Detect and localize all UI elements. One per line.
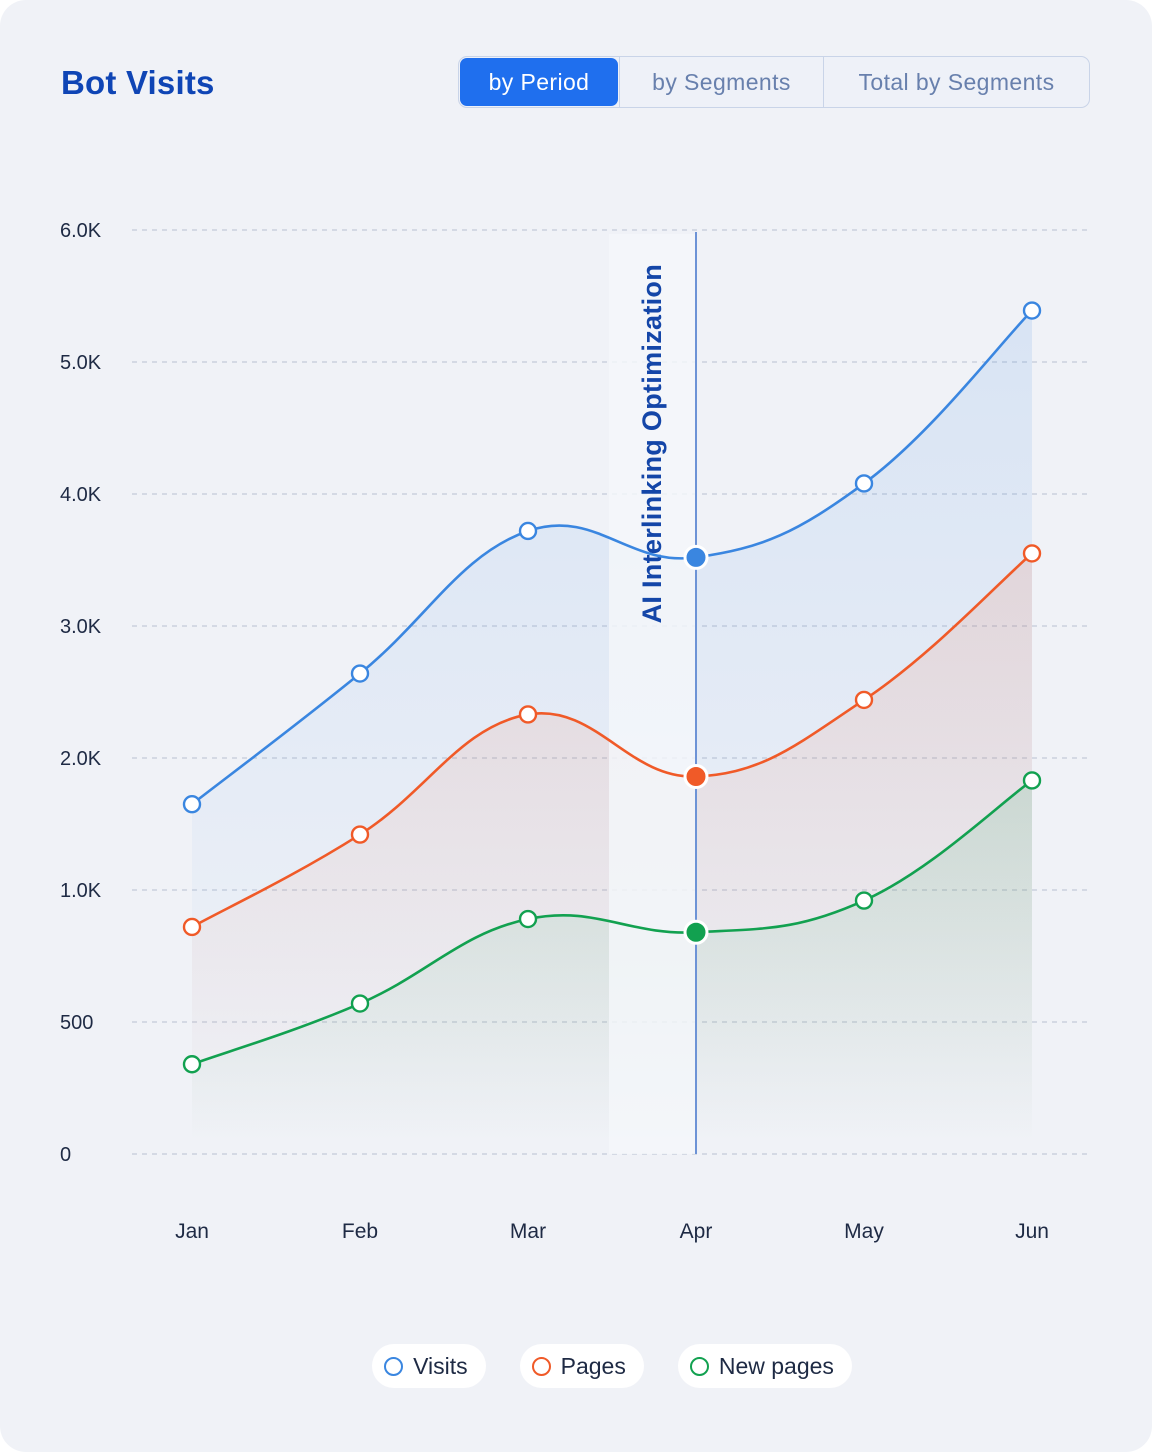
- legend: Visits Pages New pages: [0, 1344, 1152, 1388]
- visits-point[interactable]: [854, 474, 874, 493]
- visits-point[interactable]: [350, 664, 370, 683]
- x-tick-label: Feb: [342, 1220, 378, 1243]
- legend-item-pages[interactable]: Pages: [519, 1344, 644, 1388]
- new-pages-point[interactable]: [518, 909, 538, 929]
- x-tick-label: Jan: [175, 1220, 209, 1243]
- legend-item-new-pages[interactable]: New pages: [677, 1344, 852, 1388]
- visits-legend-marker: [384, 1356, 404, 1376]
- new-pages-point[interactable]: [1022, 771, 1042, 790]
- new-pages-point[interactable]: [683, 919, 709, 945]
- new-pages-line: [191, 779, 1033, 1066]
- x-tick-label: Jun: [1015, 1220, 1049, 1243]
- legend-label-new-pages: New pages: [718, 1352, 834, 1379]
- y-tick-label: 6.0K: [60, 220, 102, 242]
- pages-point[interactable]: [182, 917, 202, 937]
- tab-by-segments[interactable]: by Segments: [619, 57, 823, 107]
- y-tick-label: 2.0K: [60, 748, 102, 770]
- pages-point[interactable]: [683, 763, 709, 789]
- legend-item-visits[interactable]: Visits: [372, 1344, 486, 1388]
- x-tick-label: Apr: [680, 1220, 713, 1243]
- annotation-band: [609, 234, 697, 1154]
- y-tick-label: 0: [60, 1144, 71, 1166]
- legend-label-visits: Visits: [413, 1352, 468, 1379]
- y-tick-label: 5.0K: [60, 352, 102, 374]
- visits-point[interactable]: [683, 544, 709, 570]
- y-tick-label: 500: [60, 1012, 93, 1034]
- new-pages-point[interactable]: [854, 891, 874, 910]
- chart-title: Bot Visits: [61, 64, 215, 101]
- new-pages-legend-marker: [689, 1356, 709, 1376]
- view-tabs: by Period by Segments Total by Segments: [458, 56, 1090, 108]
- pages-point[interactable]: [1022, 544, 1042, 563]
- pages-point[interactable]: [518, 705, 538, 724]
- new-pages-point[interactable]: [182, 1055, 202, 1074]
- x-tick-label: May: [844, 1220, 884, 1243]
- y-tick-label: 1.0K: [60, 880, 102, 902]
- pages-point[interactable]: [854, 690, 874, 710]
- y-tick-label: 3.0K: [60, 616, 102, 638]
- visits-point[interactable]: [1022, 301, 1042, 320]
- visits-point[interactable]: [182, 795, 202, 814]
- legend-label-pages: Pages: [560, 1352, 626, 1379]
- annotation-label: AI Interlinking Optimization: [637, 264, 667, 623]
- pages-legend-marker: [531, 1356, 551, 1376]
- y-tick-label: 4.0K: [60, 484, 102, 506]
- tab-total-by-segments[interactable]: Total by Segments: [823, 57, 1089, 107]
- new-pages-point[interactable]: [350, 994, 370, 1013]
- visits-point[interactable]: [518, 521, 538, 541]
- pages-point[interactable]: [350, 825, 370, 844]
- tab-by-period[interactable]: by Period: [460, 58, 618, 106]
- x-tick-label: Mar: [510, 1220, 546, 1243]
- pages-line: [191, 552, 1033, 929]
- visits-line: [191, 309, 1033, 806]
- line-chart: AI Interlinking Optimization 0 500 1.0K 2.0…: [60, 220, 1088, 1243]
